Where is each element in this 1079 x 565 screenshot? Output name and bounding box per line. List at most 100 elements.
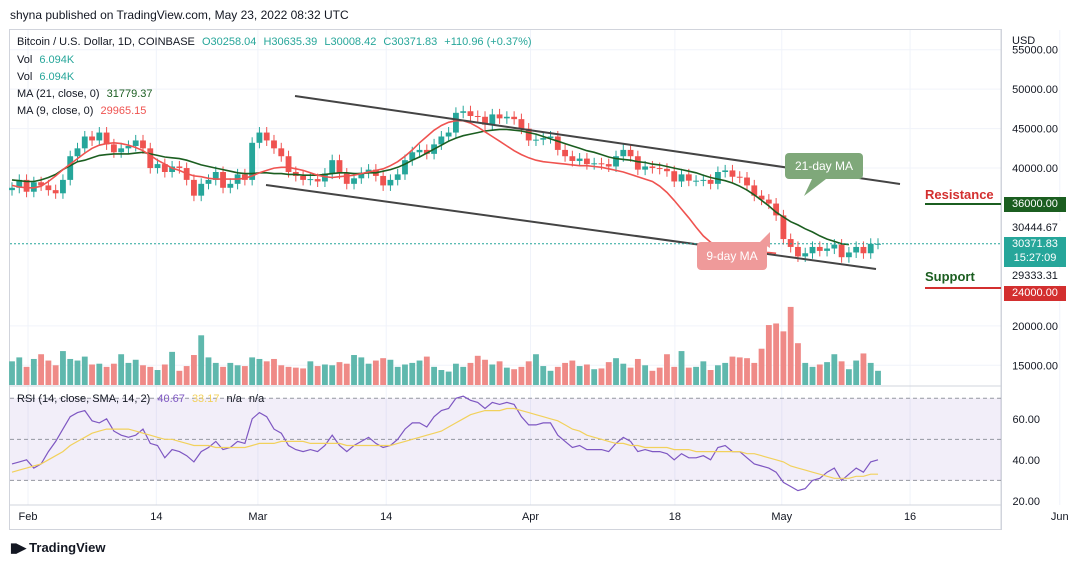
volume-bar bbox=[751, 362, 758, 385]
ma9-line bbox=[11, 119, 777, 255]
candle-body bbox=[605, 164, 612, 167]
candle-body bbox=[387, 179, 394, 186]
x-tick-label: Jun bbox=[1051, 511, 1069, 523]
volume-bar bbox=[809, 366, 816, 385]
legend-symbol: Bitcoin / U.S. Dollar, 1D, COINBASE bbox=[17, 36, 195, 48]
candle-body bbox=[300, 175, 307, 180]
candle-body bbox=[96, 132, 103, 141]
candle-body bbox=[496, 114, 503, 119]
legend-rsi-label: RSI (14, close, SMA, 14, 2) bbox=[17, 393, 151, 405]
candle-body bbox=[729, 170, 736, 177]
legend-ma9-value: 29965.15 bbox=[100, 105, 147, 117]
volume-bar bbox=[351, 355, 357, 385]
candle-body bbox=[460, 111, 467, 113]
x-tick-label: 18 bbox=[669, 511, 681, 523]
candle-body bbox=[278, 148, 285, 157]
volume-bar bbox=[205, 357, 212, 385]
candle-body bbox=[212, 172, 219, 180]
y-tick-label: 20000.00 bbox=[1012, 321, 1058, 333]
candle-body bbox=[205, 179, 212, 184]
candle-body bbox=[518, 119, 525, 129]
volume-bar bbox=[38, 354, 45, 385]
legend-ma21-row: MA (21, close, 0) 31779.37 bbox=[17, 88, 157, 100]
volume-bar bbox=[474, 355, 481, 385]
volume-bar bbox=[591, 369, 598, 385]
volume-bar bbox=[736, 357, 743, 385]
volume-bar bbox=[45, 360, 52, 385]
candle-body bbox=[700, 179, 707, 181]
candle-body bbox=[103, 132, 110, 145]
candle-body bbox=[52, 190, 59, 194]
volume-bar bbox=[540, 366, 547, 385]
volume-bar bbox=[132, 359, 139, 385]
volume-bar bbox=[620, 363, 627, 385]
volume-bar bbox=[824, 362, 830, 385]
volume-bar bbox=[795, 343, 801, 385]
ma21-callout: 21-day MA bbox=[785, 153, 863, 179]
volume-bar bbox=[176, 370, 183, 385]
candle-body bbox=[474, 115, 481, 117]
volume-bar bbox=[256, 358, 263, 385]
volume-bar bbox=[503, 367, 510, 385]
candle-body bbox=[351, 178, 357, 184]
volume-bar bbox=[118, 354, 125, 385]
candle-body bbox=[583, 158, 590, 165]
candle-body bbox=[795, 246, 801, 257]
volume-bar bbox=[496, 361, 503, 385]
volume-bar bbox=[249, 357, 256, 385]
candle-body bbox=[751, 185, 758, 196]
volume-bar bbox=[198, 335, 205, 385]
candle-body bbox=[758, 195, 765, 200]
candle-body bbox=[642, 166, 649, 170]
candle-body bbox=[38, 182, 45, 186]
candle-body bbox=[671, 171, 678, 182]
candle-body bbox=[816, 246, 823, 251]
volume-bar bbox=[110, 363, 117, 385]
volume-bar bbox=[336, 362, 343, 385]
candle-body bbox=[685, 174, 692, 181]
ma9-price-tag: 29333.31 bbox=[1004, 269, 1066, 284]
volume-bar bbox=[234, 365, 241, 385]
last-price-tag: 30371.83 15:27:09 bbox=[1004, 237, 1066, 267]
volume-bar bbox=[358, 357, 365, 385]
footer-logo[interactable]: ▮▶ TradingView bbox=[10, 540, 106, 556]
candle-body bbox=[336, 160, 343, 174]
volume-bar bbox=[569, 360, 576, 385]
legend-ma9-row: MA (9, close, 0) 29965.15 bbox=[17, 105, 150, 117]
candle-body bbox=[598, 163, 605, 165]
volume-bar bbox=[263, 361, 270, 385]
volume-bar bbox=[460, 366, 467, 385]
legend-low: L30008.42 bbox=[324, 36, 377, 48]
volume-bar bbox=[693, 366, 699, 385]
support-price-tag: 24000.00 bbox=[1004, 286, 1066, 301]
volume-bar bbox=[125, 362, 132, 385]
candle-body bbox=[409, 152, 416, 161]
volume-bar bbox=[482, 359, 488, 385]
candle-body bbox=[343, 173, 350, 184]
legend-change: +110.96 (+0.37%) bbox=[444, 36, 532, 48]
legend-vol2-label: Vol bbox=[17, 71, 33, 83]
volume-bar bbox=[554, 366, 561, 385]
volume-bar bbox=[322, 364, 328, 385]
volume-bar bbox=[67, 358, 74, 385]
candle-body bbox=[132, 140, 139, 146]
candle-body bbox=[110, 144, 117, 153]
legend-high: H30635.39 bbox=[263, 36, 318, 48]
legend-close: C30371.83 bbox=[383, 36, 438, 48]
volume-bar bbox=[343, 363, 350, 385]
volume-bar bbox=[52, 365, 59, 385]
candle-body bbox=[802, 253, 809, 257]
rsi-sma-line bbox=[11, 407, 878, 479]
candle-body bbox=[511, 116, 518, 120]
volume-bar bbox=[183, 366, 190, 385]
volume-bar bbox=[96, 363, 103, 385]
candle-body bbox=[714, 172, 721, 184]
y-tick-label: 15000.00 bbox=[1012, 360, 1058, 372]
candle-body bbox=[322, 173, 328, 182]
volume-bar bbox=[292, 367, 299, 385]
volume-bar bbox=[780, 331, 787, 385]
candle-body bbox=[140, 140, 146, 149]
volume-bar bbox=[307, 361, 314, 385]
volume-bar bbox=[147, 366, 154, 385]
